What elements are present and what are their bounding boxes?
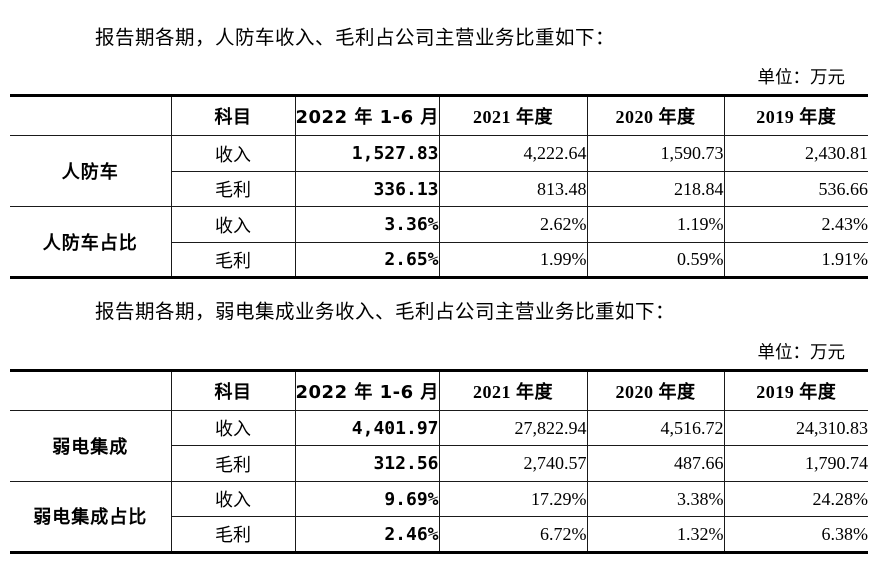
value-cell: 2,430.81 <box>723 135 868 172</box>
group-label-cell: 弱电集成 <box>10 410 171 482</box>
subject-header-cell: 科目 <box>170 95 295 137</box>
year-2021-header-cell: 2021 年度 <box>438 370 587 411</box>
year-2019-header-cell: 2019 年度 <box>723 370 868 411</box>
value-cell: 2,740.57 <box>438 445 587 482</box>
item-label-cell: 毛利 <box>170 516 295 553</box>
renfangche-table: 科目 2022 年 1-6 月 2021 年度 2020 年度 2019 年度 … <box>10 94 868 280</box>
table-row: 人防车占比 收入 3.36% 2.62% 1.19% 2.43% <box>10 206 868 279</box>
table-header-row: 科目 2022 年 1-6 月 2021 年度 2020 年度 2019 年度 <box>10 95 868 137</box>
empty-header-cell <box>10 95 171 137</box>
intro-paragraph-2: 报告期各期，弱电集成业务收入、毛利占公司主营业务比重如下： <box>95 302 676 324</box>
item-label-cell: 毛利 <box>170 445 295 482</box>
group-label-cell: 人防车占比 <box>10 206 171 279</box>
table-row: 毛利 336.13 813.48 218.84 536.66 <box>10 171 868 208</box>
year-2022-header-cell: 2022 年 1-6 月 <box>294 370 439 411</box>
table-row: 毛利 2.46% 6.72% 1.32% 6.38% <box>10 516 868 553</box>
table-row: 弱电集成占比 收入 9.69% 17.29% 3.38% 24.28% <box>10 481 868 553</box>
ruodian-jicheng-table: 科目 2022 年 1-6 月 2021 年度 2020 年度 2019 年度 … <box>10 368 868 554</box>
value-cell: 3.36% <box>294 206 439 243</box>
subject-header-cell: 科目 <box>170 370 295 411</box>
value-cell: 1,590.73 <box>586 135 724 172</box>
table-row: 人防车 收入 1,527.83 4,222.64 1,590.73 2,430.… <box>10 135 868 208</box>
value-cell: 0.59% <box>586 242 724 279</box>
value-cell: 2.65% <box>294 242 439 279</box>
value-cell: 6.38% <box>723 516 868 553</box>
value-cell: 312.56 <box>294 445 439 482</box>
item-label-cell: 收入 <box>170 135 295 172</box>
table-row: 毛利 312.56 2,740.57 487.66 1,790.74 <box>10 445 868 482</box>
value-cell: 4,401.97 <box>294 410 439 447</box>
value-cell: 6.72% <box>438 516 587 553</box>
value-cell: 27,822.94 <box>438 410 587 447</box>
year-2019-header-cell: 2019 年度 <box>723 95 868 137</box>
value-cell: 536.66 <box>723 171 868 208</box>
item-label-cell: 收入 <box>170 410 295 447</box>
value-cell: 1.32% <box>586 516 724 553</box>
item-label-cell: 毛利 <box>170 171 295 208</box>
group-label-cell: 人防车 <box>10 135 171 208</box>
empty-header-cell <box>10 370 171 411</box>
group-label-cell: 弱电集成占比 <box>10 481 171 553</box>
unit-label-2: 单位：万元 <box>757 341 846 362</box>
value-cell: 487.66 <box>586 445 724 482</box>
year-2020-header-cell: 2020 年度 <box>586 95 724 137</box>
intro-paragraph-1: 报告期各期，人防车收入、毛利占公司主营业务比重如下： <box>95 28 616 49</box>
value-cell: 24.28% <box>723 481 868 518</box>
year-2021-header-cell: 2021 年度 <box>438 95 587 137</box>
value-cell: 1,790.74 <box>723 445 868 482</box>
item-label-cell: 收入 <box>170 481 295 518</box>
value-cell: 336.13 <box>294 171 439 208</box>
item-label-cell: 收入 <box>170 206 295 243</box>
value-cell: 4,222.64 <box>438 135 587 172</box>
value-cell: 1.99% <box>438 242 587 279</box>
value-cell: 1.91% <box>723 242 868 279</box>
value-cell: 2.43% <box>723 206 868 243</box>
value-cell: 17.29% <box>438 481 587 518</box>
item-label-cell: 毛利 <box>170 242 295 279</box>
value-cell: 2.62% <box>438 206 587 243</box>
value-cell: 24,310.83 <box>723 410 868 447</box>
value-cell: 3.38% <box>586 481 724 518</box>
unit-label-1: 单位：万元 <box>757 67 846 88</box>
value-cell: 2.46% <box>294 516 439 553</box>
year-2022-header-cell: 2022 年 1-6 月 <box>294 95 439 137</box>
value-cell: 1.19% <box>586 206 724 243</box>
table-row: 弱电集成 收入 4,401.97 27,822.94 4,516.72 24,3… <box>10 410 868 482</box>
value-cell: 4,516.72 <box>586 410 724 447</box>
value-cell: 1,527.83 <box>294 135 439 172</box>
value-cell: 9.69% <box>294 481 439 518</box>
value-cell: 813.48 <box>438 171 587 208</box>
year-2020-header-cell: 2020 年度 <box>586 370 724 411</box>
value-cell: 218.84 <box>586 171 724 208</box>
table-header-row: 科目 2022 年 1-6 月 2021 年度 2020 年度 2019 年度 <box>10 370 868 411</box>
table-row: 毛利 2.65% 1.99% 0.59% 1.91% <box>10 242 868 279</box>
